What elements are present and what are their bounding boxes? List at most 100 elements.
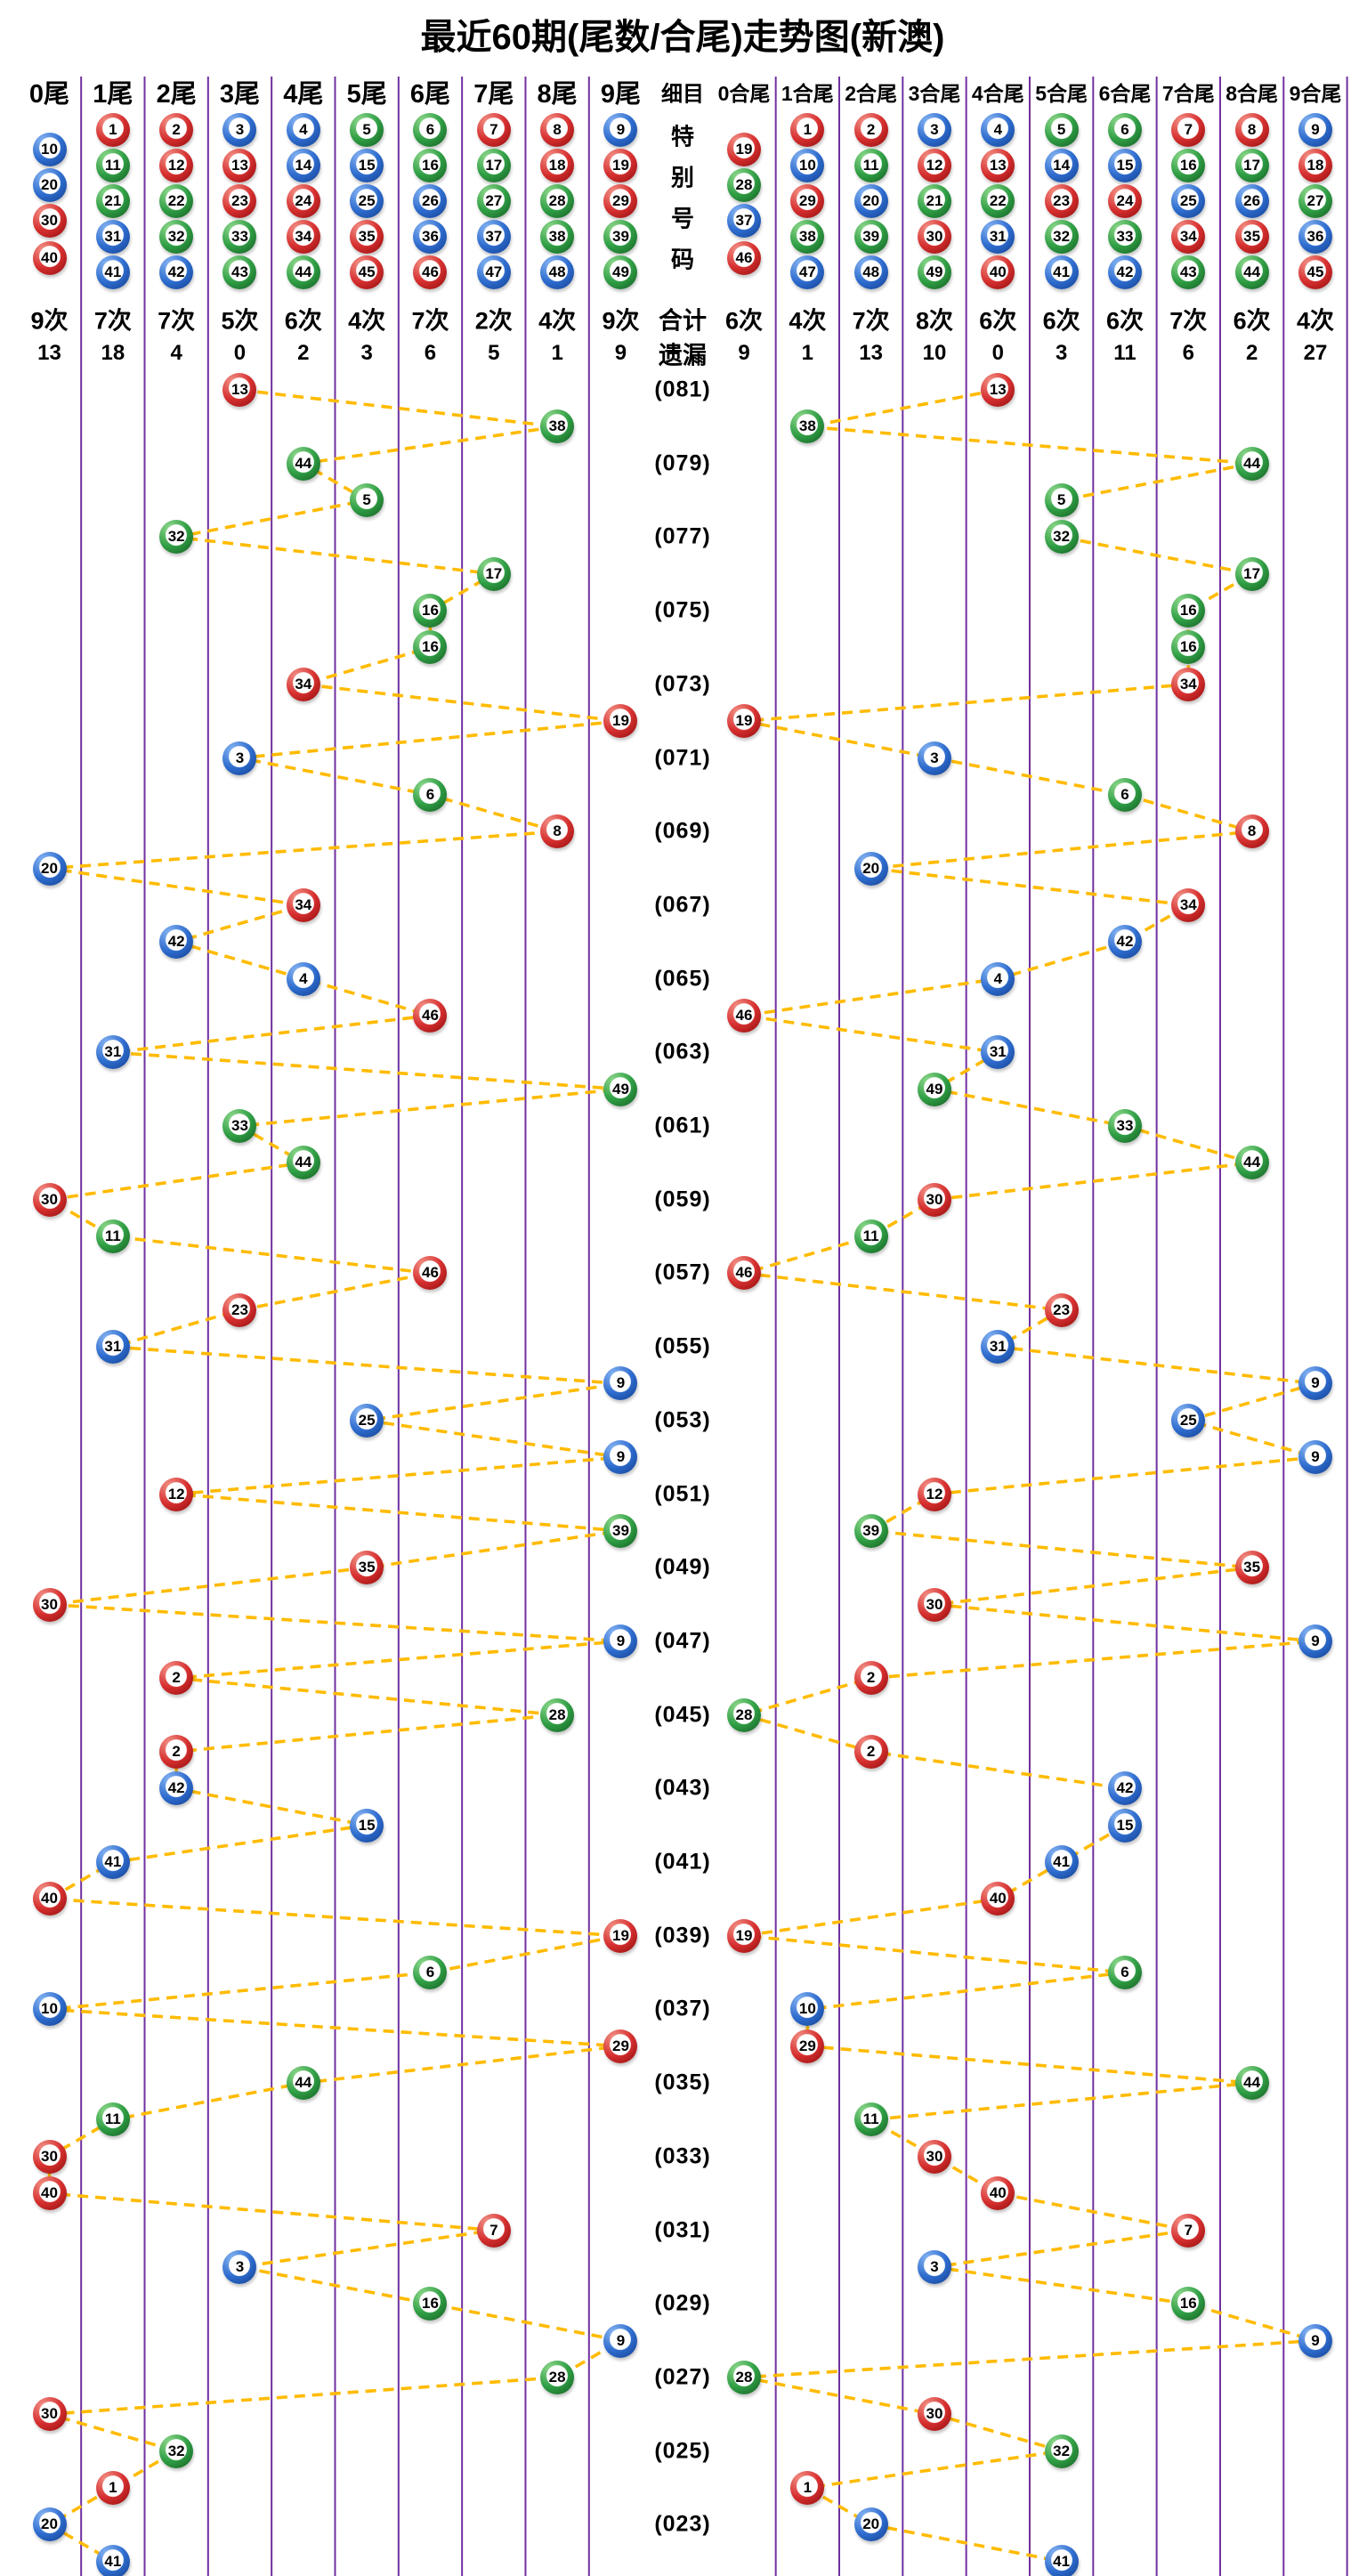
draw-ball-sumtail: 9 [1298,1624,1332,1658]
legend-ball: 17 [476,149,511,182]
legend-ball: 29 [603,184,638,218]
column-header-tail: 8尾 [537,80,578,109]
ball-number: 19 [612,712,629,730]
miss-cell: 2 [1245,341,1258,365]
period-label: (057) [654,1260,711,1285]
miss-cell: 4 [170,341,182,365]
ball-number: 19 [735,1926,753,1944]
draw-ball-tail: 11 [95,1219,130,1254]
ball-number: 38 [548,228,566,245]
ball-number: 29 [612,2037,629,2054]
draw-ball-tail: 32 [159,2434,194,2468]
legend-ball: 24 [1107,184,1142,218]
draw-ball-sumtail: 9 [1298,1440,1332,1475]
legend-ball: 31 [981,220,1015,254]
ball-number: 11 [862,157,879,174]
ball-number: 2 [172,1669,181,1687]
legend-ball: 21 [95,184,130,218]
draw-ball-sumtail: 2 [853,1734,888,1769]
ball-number: 6 [1120,121,1129,138]
ball-number: 46 [422,263,439,280]
ball-number: 31 [104,1043,122,1061]
period-label: (045) [654,1702,711,1728]
period-label: (073) [654,671,711,697]
draw-ball-sumtail: 38 [790,409,825,444]
ball-number: 2 [172,121,181,138]
legend-ball: 17 [1234,149,1269,182]
legend-ball: 24 [286,184,320,218]
ball-number: 42 [1116,933,1134,951]
draw-ball-sumtail: 29 [790,2029,825,2063]
draw-ball-tail: 41 [95,1845,130,1879]
draw-ball-sumtail: 34 [1171,667,1206,701]
draw-ball-tail: 44 [286,2066,320,2101]
legend-ball: 38 [790,220,825,254]
draw-ball-sumtail: 32 [1044,2434,1079,2468]
ball-number: 13 [989,381,1007,398]
legend-ball: 2 [853,113,888,147]
draw-ball-tail: 30 [32,2397,67,2432]
legend-ball: 29 [790,184,825,218]
draw-ball-tail: 30 [32,1587,67,1622]
ball-number: 6 [425,121,435,138]
legend-ball: 11 [853,149,888,182]
ball-number: 31 [104,228,122,245]
ball-number: 49 [926,263,943,280]
draw-ball-sumtail: 30 [917,2397,951,2432]
column-header-tail: 0尾 [28,80,70,109]
draw-ball-tail: 44 [286,1146,320,1180]
legend-ball: 25 [1171,184,1206,218]
legend-ball: 39 [603,220,638,254]
ball-number: 30 [926,228,943,245]
legend-ball: 42 [1107,255,1142,289]
ball-number: 8 [1247,121,1257,138]
ball-number: 39 [862,1521,880,1539]
ball-number: 42 [167,263,185,280]
legend-ball: 11 [95,149,130,182]
draw-ball-sumtail: 2 [853,1661,888,1696]
draw-ball-tail: 46 [413,1256,448,1291]
draw-ball-sumtail: 11 [853,2102,888,2137]
count-cell: 6次 [1233,307,1271,335]
ball-number: 41 [104,1853,122,1870]
draw-ball-sumtail: 5 [1044,483,1079,518]
draw-ball-tail: 31 [95,1035,130,1070]
count-cell: 7次 [411,307,449,335]
ball-number: 16 [422,602,439,620]
column-header-sumtail: 3合尾 [908,82,961,105]
legend-ball: 12 [917,149,951,182]
count-cell: 6次 [724,307,764,335]
legend-ball: 49 [603,255,638,289]
ball-number: 38 [548,417,566,435]
legend-ball: 46 [727,241,761,275]
count-cell: 4次 [789,307,827,335]
ball-number: 1 [803,2478,813,2496]
draw-ball-sumtail: 42 [1107,925,1142,960]
ball-number: 44 [1243,1154,1261,1171]
ball-number: 25 [1179,192,1197,209]
ball-number: 28 [735,2368,753,2386]
column-header-tail: 4尾 [283,80,324,109]
draw-ball-sumtail: 44 [1234,446,1269,481]
draw-ball-sumtail: 30 [917,1587,951,1622]
ball-number: 32 [1053,2442,1071,2459]
draw-ball-tail: 16 [413,630,448,665]
ball-number: 6 [425,1964,435,1981]
ball-number: 1 [803,121,813,138]
ball-number: 29 [798,192,816,209]
ball-number: 5 [1056,121,1066,138]
draw-ball-sumtail: 3 [917,741,951,775]
draw-ball-sumtail: 28 [727,1697,761,1732]
ball-number: 32 [1053,228,1071,245]
ball-number: 40 [41,249,58,266]
ball-number: 9 [1311,1374,1320,1392]
legend-ball: 38 [540,220,575,254]
ball-number: 46 [422,1006,439,1024]
period-label: (077) [654,523,711,549]
column-header-sumtail: 8合尾 [1225,82,1279,105]
ball-number: 33 [231,228,248,245]
draw-ball-tail: 49 [603,1072,638,1106]
ball-number: 12 [167,157,185,174]
column-header-tail: 2尾 [156,80,197,109]
draw-ball-tail: 40 [32,1882,67,1916]
